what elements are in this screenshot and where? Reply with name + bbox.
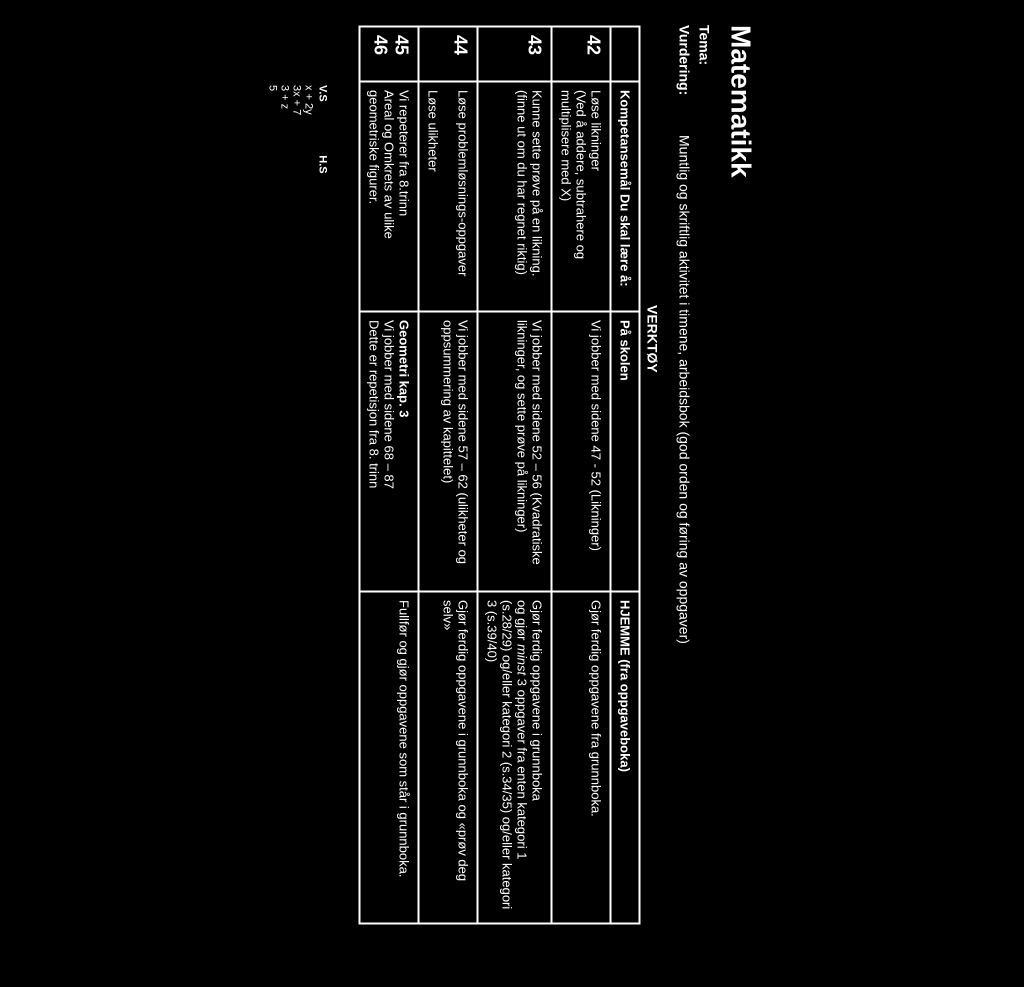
bottom-fragment: V.S x + 2y 3x + 7 3 + z 5 H.S (267, 25, 329, 924)
header-hjemme: HJEMME (fra oppgaveboka) (611, 591, 640, 923)
document-page: Matematikk Tema: Vurdering: Muntlig og s… (247, 0, 777, 949)
hjemme-cell: Gjør ferdig oppgavene i grunnbokaog gjør… (478, 591, 552, 923)
eq4: 5 (267, 85, 279, 115)
meta-vurdering-row: Vurdering: Muntlig og skriftlig aktivite… (677, 25, 693, 924)
plan-table: Kompetansemål Du skal lære å: På skolen … (359, 25, 641, 924)
week-cell: 45 46 (360, 26, 419, 81)
eq1: x + 2y (303, 85, 315, 115)
vurdering-label: Vurdering: (677, 25, 693, 135)
skolen-cell: Vi jobber med sidene 57 – 62 (ulikheter … (419, 311, 478, 591)
hs-label: H.S (317, 155, 329, 173)
table-row: 42Løse likninger (Ved å addere, subtrahe… (552, 26, 611, 923)
tema-value (697, 135, 713, 924)
tool-label: VERKTØY (645, 85, 661, 924)
header-row: Kompetansemål Du skal lære å: På skolen … (611, 26, 640, 923)
vurdering-value: Muntlig og skriftlig aktivitet i timene,… (677, 135, 693, 924)
kompetanse-cell: Løse problemløsnings-oppgaver Løse ulikh… (419, 81, 478, 311)
hjemme-cell: Gjør ferdig oppgavene i grunnboka og «pr… (419, 591, 478, 923)
fragment-left: V.S x + 2y 3x + 7 3 + z 5 (267, 85, 329, 115)
skolen-cell: Vi jobber med sidene 52 – 56 (Kvadratisk… (478, 311, 552, 591)
eq3: 3 + z (279, 85, 291, 115)
tool-row: VERKTØY (645, 25, 661, 924)
header-kompetanse: Kompetansemål Du skal lære å: (611, 81, 640, 311)
page-title: Matematikk (725, 25, 757, 924)
kompetanse-cell: Løse likninger (Ved å addere, subtrahere… (552, 81, 611, 311)
table-body: 42Løse likninger (Ved å addere, subtrahe… (360, 26, 611, 923)
hjemme-cell: Gjør ferdig oppgavene fra grunnboka. (552, 591, 611, 923)
skolen-cell: Geometri kap. 3Vi jobber med sidene 68 –… (360, 311, 419, 591)
table-row: 44Løse problemløsnings-oppgaver Løse uli… (419, 26, 478, 923)
tema-label: Tema: (697, 25, 713, 135)
vs-label: V.S (317, 85, 329, 115)
header-skolen: På skolen (611, 311, 640, 591)
fragment-right: H.S (267, 155, 329, 173)
table-row: 45 46Vi repeterer fra 8.trinn Areal og O… (360, 26, 419, 923)
eq2: 3x + 7 (291, 85, 303, 115)
table-row: 43Kunne sette prøve på en likning. (finn… (478, 26, 552, 923)
kompetanse-cell: Kunne sette prøve på en likning. (finne … (478, 81, 552, 311)
week-cell: 42 (552, 26, 611, 81)
week-cell: 44 (419, 26, 478, 81)
meta-tema-row: Tema: (697, 25, 713, 924)
week-cell: 43 (478, 26, 552, 81)
hjemme-cell: Fullfør og gjør oppgavene som står i gru… (360, 591, 419, 923)
skolen-cell: Vi jobber med sidene 47 - 52 (Likninger) (552, 311, 611, 591)
header-blank (611, 26, 640, 81)
kompetanse-cell: Vi repeterer fra 8.trinn Areal og Omkret… (360, 81, 419, 311)
